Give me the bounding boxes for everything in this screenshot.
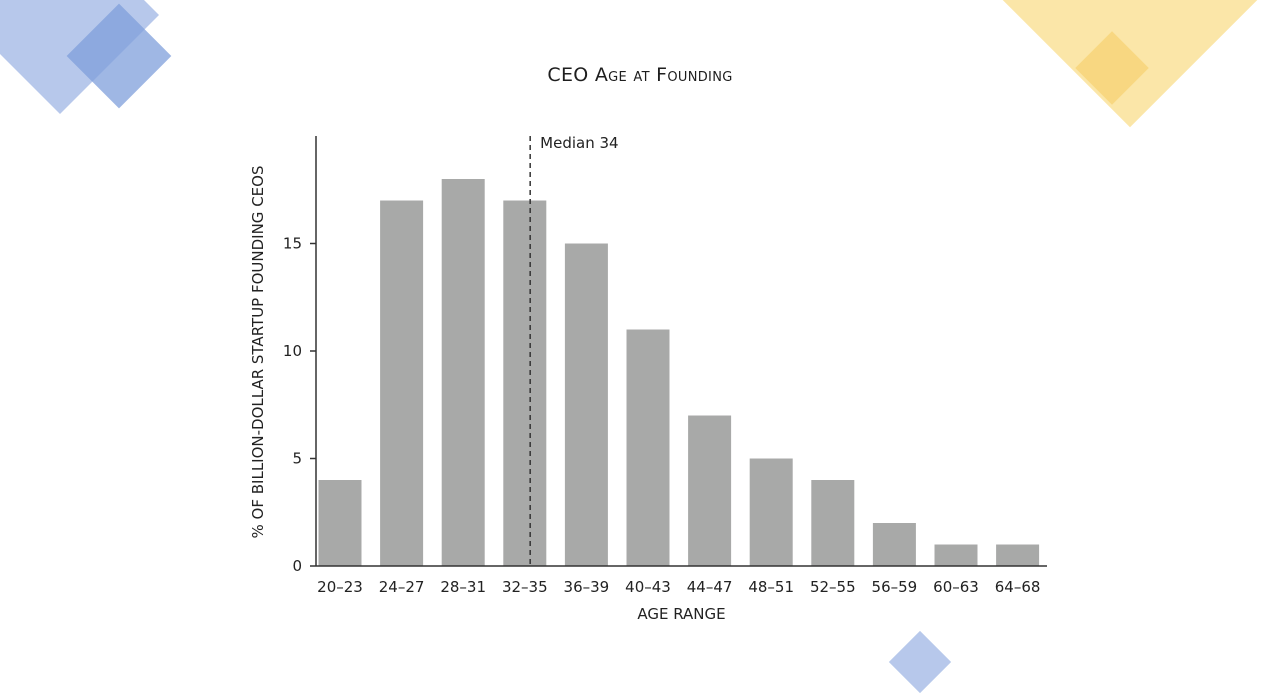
bar-chart: 20–23 24–27 28–31 32–35 36–39 40–43 44–47 48–51… — [249, 134, 1047, 623]
x-tick-label: 64–68 — [995, 578, 1041, 596]
bar-36–39 — [564, 243, 608, 566]
y-tick-label: 15 — [283, 235, 302, 253]
bar-52–55 — [811, 480, 855, 566]
y-ticks: 0 5 10 15 — [283, 235, 316, 575]
axes-group — [315, 136, 1047, 567]
x-tick-label: 60–63 — [933, 578, 979, 596]
chart-title: CEO Age at Founding — [547, 64, 733, 86]
median-label: Median 34 — [540, 134, 618, 152]
x-tick-label: 40–43 — [625, 578, 671, 596]
x-tick-label: 20–23 — [317, 578, 363, 596]
y-tick-label: 10 — [283, 342, 302, 360]
x-tick-label: 44–47 — [687, 578, 733, 596]
x-tick-label: 32–35 — [502, 578, 548, 596]
bar-56–59 — [872, 523, 916, 566]
x-axis-label: AGE RANGE — [637, 605, 725, 623]
bar-32–35 — [503, 200, 547, 566]
x-tick-label: 28–31 — [440, 578, 486, 596]
y-axis-label: % OF BILLION-DOLLAR STARTUP FOUNDING CEO… — [249, 166, 267, 539]
bar-64–68 — [996, 544, 1040, 566]
bar-44–47 — [688, 415, 732, 566]
x-tick-labels: 20–23 24–27 28–31 32–35 36–39 40–43 44–47 48–51… — [317, 578, 1040, 596]
bar-40–43 — [626, 329, 670, 566]
bar-20–23 — [318, 480, 362, 566]
x-tick-label: 56–59 — [872, 578, 918, 596]
y-tick-label: 5 — [292, 450, 302, 468]
bars-group — [318, 179, 1040, 566]
bar-48–51 — [749, 458, 793, 566]
x-tick-label: 24–27 — [379, 578, 425, 596]
x-tick-label: 52–55 — [810, 578, 856, 596]
x-tick-label: 48–51 — [748, 578, 794, 596]
bar-24–27 — [380, 200, 424, 566]
y-tick-label: 0 — [292, 557, 302, 575]
bar-28–31 — [441, 179, 485, 566]
x-tick-label: 36–39 — [564, 578, 610, 596]
bar-60–63 — [934, 544, 978, 566]
